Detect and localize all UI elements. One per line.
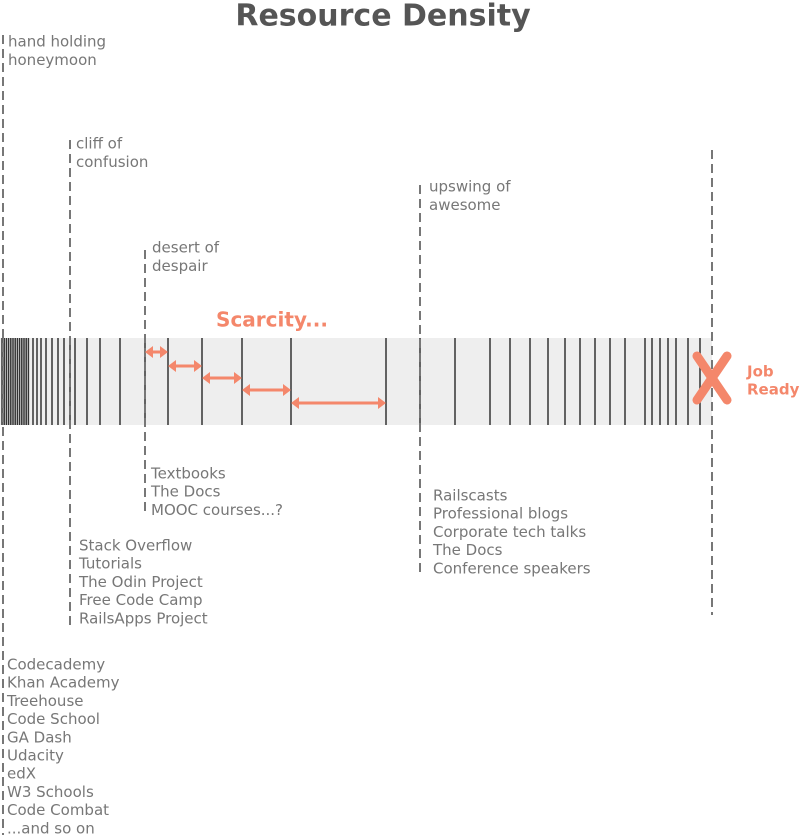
resource-item: Codecademy [7, 656, 105, 674]
scarcity-arrows [145, 346, 386, 409]
resource-item: The Docs [432, 541, 503, 559]
resource-item: GA Dash [7, 728, 72, 746]
resource-item: Conference speakers [433, 559, 591, 577]
resource-item: Code School [7, 710, 100, 728]
resource-item: Free Code Camp [79, 591, 203, 609]
resource-item: MOOC courses...? [151, 501, 283, 519]
resource-item: Khan Academy [7, 674, 120, 692]
resource-item: Railscasts [433, 487, 508, 505]
phase-label: upswing of [429, 178, 511, 196]
job-ready-label: Job [746, 363, 774, 381]
resource-item: Treehouse [6, 692, 84, 710]
resource-item: Stack Overflow [79, 537, 192, 555]
title: Resource Density [235, 0, 531, 34]
phase-label: despair [152, 257, 208, 275]
arrow-head [202, 372, 242, 384]
cross-stroke [692, 351, 732, 405]
resource-item: ...and so on [7, 819, 95, 835]
resource-item: W3 Schools [7, 783, 94, 801]
resource-item: RailsApps Project [79, 609, 208, 627]
phase-label: confusion [76, 153, 148, 171]
density-band [0, 338, 712, 425]
phase-label: honeymoon [8, 51, 97, 69]
scarcity-label: Scarcity... [216, 308, 328, 332]
resource-item: edX [7, 765, 36, 783]
resource-item: Code Combat [7, 801, 109, 819]
phase-label: cliff of [76, 135, 123, 153]
job-ready-label: Ready [747, 381, 800, 399]
resource-item: The Odin Project [78, 573, 203, 591]
phase-label: awesome [429, 196, 501, 214]
resource-item: Corporate tech talks [433, 523, 586, 541]
arrow-head [145, 346, 168, 358]
arrow-head [168, 360, 202, 372]
resource-item: Udacity [7, 747, 64, 765]
resource-item: Professional blogs [433, 505, 568, 523]
job-ready-mark [692, 351, 732, 405]
resource-item: Textbooks [150, 465, 226, 483]
phase-label: hand holding [8, 33, 106, 51]
resource-bars [1, 338, 701, 425]
phase-label: desert of [152, 239, 220, 257]
resource-item: The Docs [150, 483, 221, 501]
resource-item: Tutorials [78, 555, 142, 573]
